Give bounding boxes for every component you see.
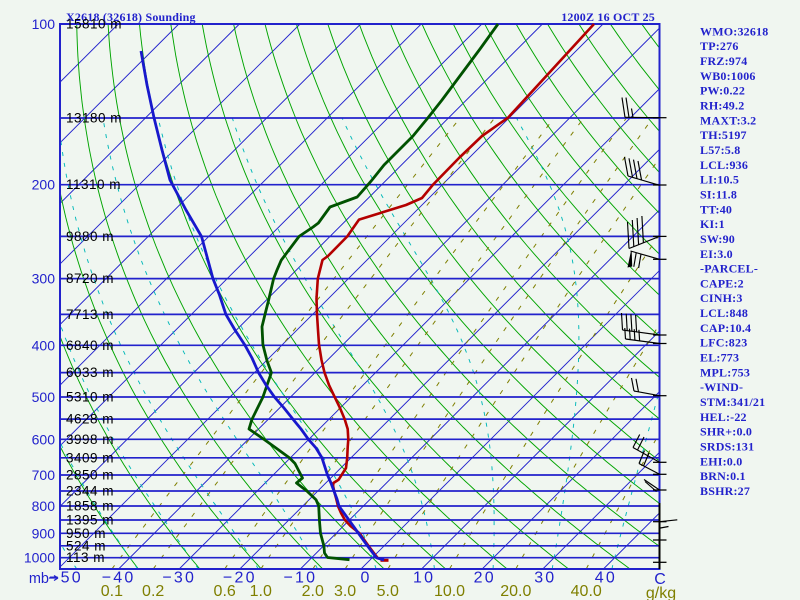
svg-text:13180 m: 13180 m: [66, 110, 122, 125]
svg-text:WB0:1006: WB0:1006: [700, 69, 756, 83]
svg-text:LFC:823: LFC:823: [700, 336, 747, 350]
svg-text:EI:3.0: EI:3.0: [700, 247, 733, 261]
svg-text:1200Z 16 OCT 25: 1200Z 16 OCT 25: [561, 10, 655, 24]
svg-text:5310 m: 5310 m: [66, 390, 114, 405]
svg-text:X2618 (32618) Sounding: X2618 (32618) Sounding: [66, 10, 196, 24]
svg-text:3.0: 3.0: [334, 583, 356, 600]
svg-text:HEL:-22: HEL:-22: [700, 410, 747, 424]
svg-text:3409 m: 3409 m: [66, 450, 114, 465]
svg-text:30: 30: [534, 570, 556, 587]
svg-text:CAPE:2: CAPE:2: [700, 276, 744, 290]
svg-text:C: C: [654, 571, 666, 588]
svg-text:−10: −10: [284, 570, 318, 587]
svg-text:1395 m: 1395 m: [66, 513, 114, 528]
svg-text:5.0: 5.0: [377, 583, 399, 600]
svg-text:20.0: 20.0: [500, 583, 531, 600]
svg-text:CAP:10.4: CAP:10.4: [700, 321, 751, 335]
svg-text:BSHR:27: BSHR:27: [700, 484, 750, 498]
svg-text:WMO:32618: WMO:32618: [700, 24, 768, 38]
svg-text:-WIND-: -WIND-: [700, 380, 743, 394]
svg-text:TP:276: TP:276: [700, 39, 739, 53]
svg-text:EL:773: EL:773: [700, 351, 739, 365]
svg-text:113 m: 113 m: [66, 550, 105, 565]
svg-text:STM:341/21: STM:341/21: [700, 395, 765, 409]
svg-text:11310 m: 11310 m: [66, 177, 121, 192]
svg-text:−20: −20: [223, 570, 257, 587]
svg-text:700: 700: [32, 467, 56, 483]
svg-text:MPL:753: MPL:753: [700, 365, 750, 379]
svg-text:1000: 1000: [24, 550, 55, 566]
svg-text:2.0: 2.0: [302, 583, 324, 600]
svg-text:1858 m: 1858 m: [66, 498, 114, 513]
svg-text:6840 m: 6840 m: [66, 338, 114, 353]
svg-text:TT:40: TT:40: [700, 202, 732, 216]
svg-text:200: 200: [32, 177, 56, 193]
svg-text:8720 m: 8720 m: [66, 271, 114, 286]
svg-text:600: 600: [32, 431, 56, 447]
svg-text:3998 m: 3998 m: [66, 432, 114, 447]
svg-text:7713 m: 7713 m: [66, 307, 114, 322]
svg-text:10: 10: [413, 570, 435, 587]
svg-text:0.2: 0.2: [142, 583, 164, 600]
svg-text:SI:11.8: SI:11.8: [700, 187, 737, 201]
svg-text:500: 500: [32, 389, 56, 405]
svg-text:TH:5197: TH:5197: [700, 128, 747, 142]
svg-text:KI:1: KI:1: [700, 217, 725, 231]
svg-text:−30: −30: [162, 570, 196, 587]
svg-text:800: 800: [32, 498, 56, 514]
svg-text:SRDS:131: SRDS:131: [700, 440, 754, 454]
svg-text:6033 m: 6033 m: [66, 365, 114, 380]
svg-text:10.0: 10.0: [434, 583, 465, 600]
svg-text:1.0: 1.0: [250, 583, 272, 600]
svg-text:CINH:3: CINH:3: [700, 291, 743, 305]
svg-text:524 m: 524 m: [66, 538, 106, 553]
svg-text:L57:5.8: L57:5.8: [700, 143, 740, 157]
svg-text:BRN:0.1: BRN:0.1: [700, 469, 746, 483]
svg-text:15810 m: 15810 m: [66, 17, 122, 32]
svg-text:RH:49.2: RH:49.2: [700, 98, 744, 112]
svg-text:SHR+:0.0: SHR+:0.0: [700, 425, 752, 439]
svg-text:FRZ:974: FRZ:974: [700, 54, 747, 68]
svg-text:300: 300: [32, 271, 56, 287]
svg-text:−40: −40: [102, 570, 136, 587]
svg-text:LCL:936: LCL:936: [700, 158, 748, 172]
svg-text:0.6: 0.6: [214, 583, 236, 600]
svg-text:0.1: 0.1: [101, 583, 123, 600]
svg-text:PW:0.22: PW:0.22: [700, 84, 745, 98]
svg-text:2344 m: 2344 m: [66, 484, 114, 499]
svg-text:4628 m: 4628 m: [66, 412, 114, 427]
svg-text:40.0: 40.0: [571, 583, 602, 600]
svg-text:900: 900: [32, 525, 56, 541]
svg-text:mb: mb: [29, 571, 49, 587]
svg-text:100: 100: [32, 16, 56, 32]
svg-text:950 m: 950 m: [66, 526, 106, 541]
svg-text:−50: −50: [49, 570, 83, 587]
svg-text:SW:90: SW:90: [700, 232, 735, 246]
svg-text:-PARCEL-: -PARCEL-: [700, 262, 758, 276]
svg-text:MAXT:3.2: MAXT:3.2: [700, 113, 756, 127]
svg-text:40: 40: [595, 570, 617, 587]
svg-text:9880 m: 9880 m: [66, 229, 114, 244]
svg-text:LI:10.5: LI:10.5: [700, 173, 739, 187]
svg-text:0: 0: [360, 570, 371, 587]
svg-text:EHI:0.0: EHI:0.0: [700, 454, 742, 468]
svg-text:g/kg: g/kg: [646, 585, 676, 600]
svg-text:2850 m: 2850 m: [66, 468, 114, 483]
svg-text:LCL:848: LCL:848: [700, 306, 748, 320]
svg-text:20: 20: [474, 570, 496, 587]
svg-text:400: 400: [32, 337, 56, 353]
